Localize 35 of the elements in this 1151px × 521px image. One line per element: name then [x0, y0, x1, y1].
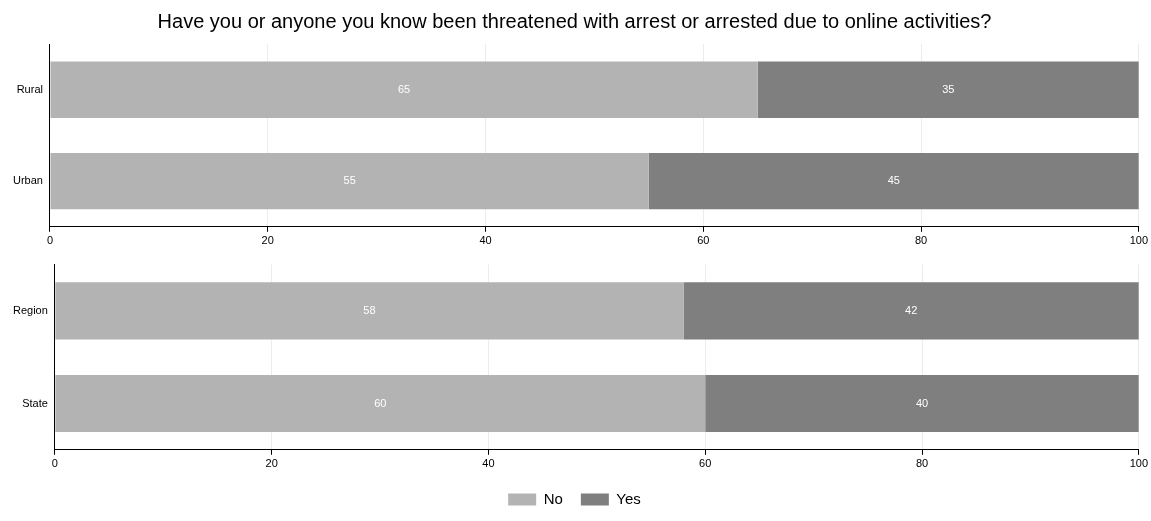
data-label: 65 [397, 82, 411, 95]
bar [50, 152, 649, 210]
bar [648, 152, 1139, 210]
bar [705, 374, 1139, 433]
y-tick-label: Rural [16, 82, 43, 95]
x-tick-label: 20 [265, 457, 278, 470]
data-label: 60 [374, 396, 387, 409]
x-tick-label: 80 [914, 234, 928, 247]
x-tick-label: 60 [697, 234, 710, 247]
data-label: 55 [343, 174, 356, 187]
x-tick-label: 60 [699, 457, 712, 470]
data-label: 58 [363, 303, 376, 316]
x-tick-label: 0 [46, 234, 54, 247]
bar [683, 282, 1139, 340]
bar [50, 61, 758, 118]
bar [55, 374, 706, 433]
bar [55, 282, 684, 340]
x-tick-label: 20 [261, 234, 274, 247]
y-tick-label: State [22, 396, 48, 409]
data-label: 42 [905, 303, 918, 316]
data-label: 35 [942, 82, 955, 95]
x-tick-label: 100 [1129, 457, 1148, 470]
x-tick-label: 0 [51, 457, 58, 470]
x-tick-label: 40 [482, 457, 495, 470]
bar [757, 61, 1139, 118]
x-tick-label: 80 [915, 457, 929, 470]
data-label: 45 [887, 174, 900, 187]
chart-title: Have you or anyone you know been threatened with arrest or arrested due to online activities? [157, 9, 992, 32]
legend-label: Yes [616, 489, 641, 507]
y-tick-label: Region [13, 303, 48, 316]
legend-label: No [543, 489, 563, 507]
data-label: 40 [915, 396, 929, 409]
x-tick-label: 40 [479, 234, 492, 247]
x-tick-label: 100 [1129, 234, 1148, 247]
y-tick-label: Urban [12, 174, 43, 187]
